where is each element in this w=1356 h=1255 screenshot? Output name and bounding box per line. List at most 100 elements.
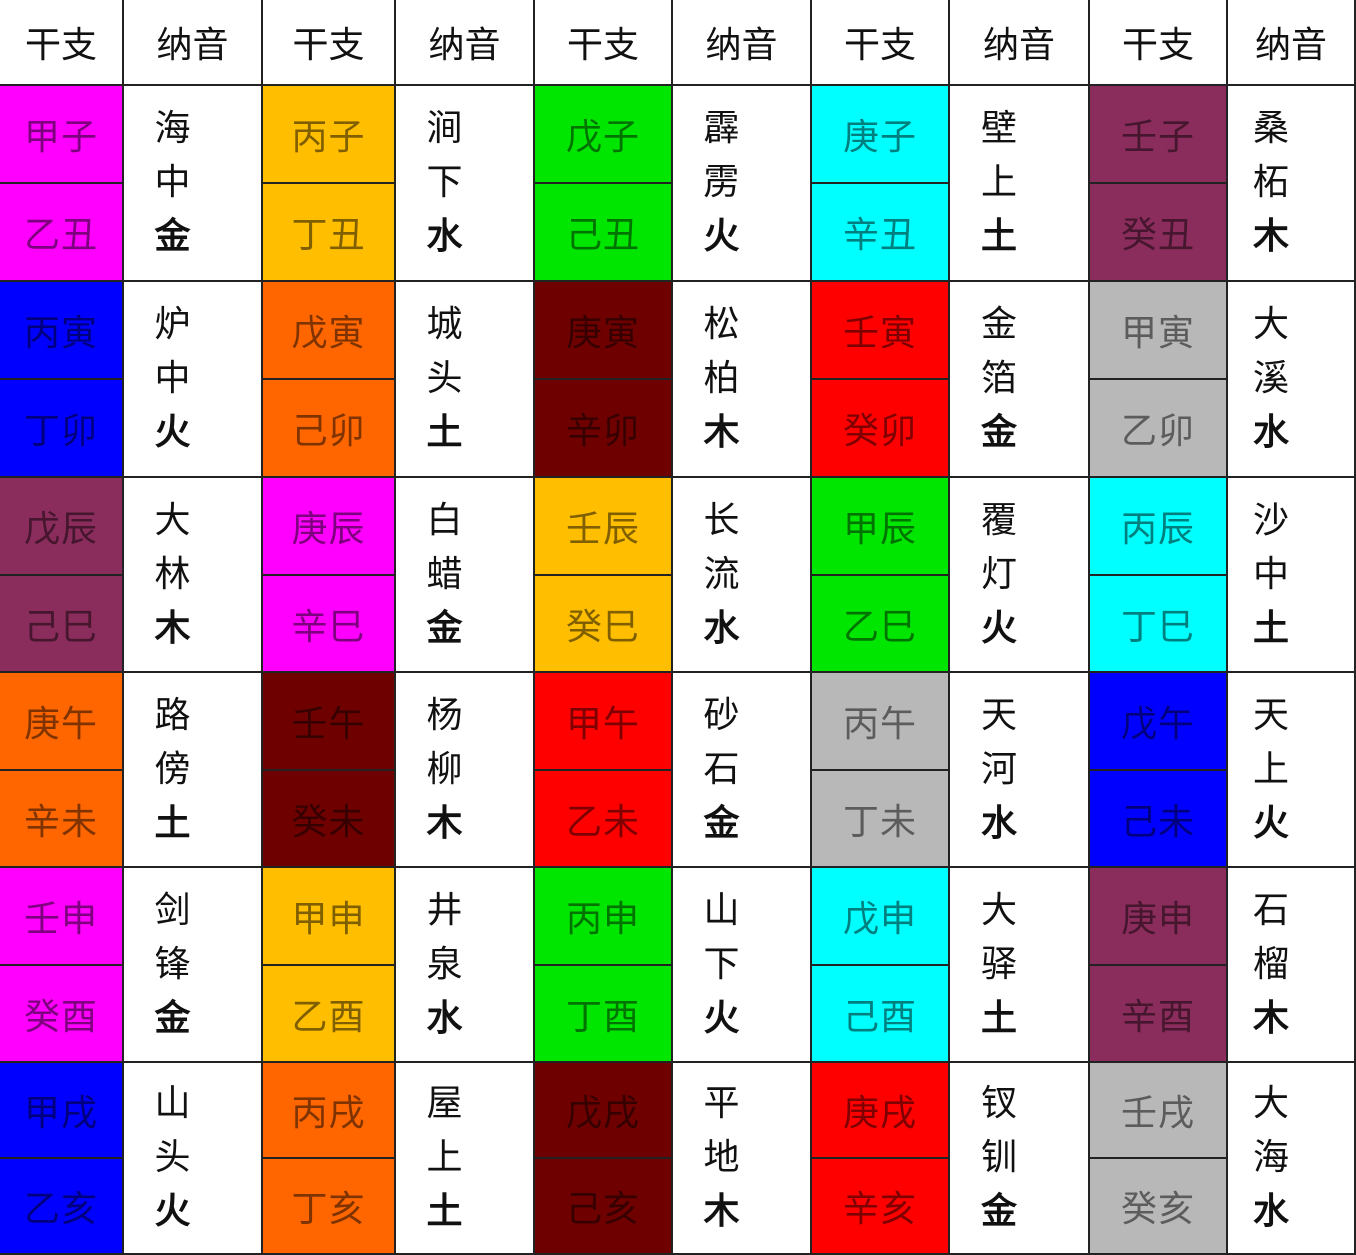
nayin-element: 木	[1252, 216, 1289, 257]
nayin-element: 火	[154, 1191, 191, 1232]
nayin-cell: 平地木	[673, 1063, 812, 1255]
ganzhi-cell: 壬子	[1090, 86, 1228, 184]
nayin-char: 海	[1252, 1137, 1289, 1178]
nayin-element: 火	[154, 412, 191, 453]
ganzhi-cell: 丙戌	[263, 1063, 396, 1159]
ganzhi-cell: 甲子	[0, 86, 124, 184]
ganzhi-cell: 庚申	[1090, 868, 1228, 966]
ganzhi-cell: 壬午	[263, 673, 396, 771]
ganzhi-cell: 乙亥	[0, 1159, 124, 1255]
ganzhi-cell: 庚子	[812, 86, 950, 184]
ganzhi-cell: 癸未	[263, 771, 396, 868]
ganzhi-cell: 己未	[1090, 771, 1228, 868]
nayin-cell: 路傍土	[124, 673, 263, 868]
nayin-element: 水	[703, 607, 740, 649]
nayin-element: 金	[980, 412, 1017, 453]
ganzhi-cell: 癸酉	[0, 966, 124, 1063]
nayin-cell: 钗钏金	[950, 1063, 1090, 1255]
ganzhi-cell: 甲寅	[1090, 282, 1228, 380]
nayin-char: 下	[426, 162, 463, 203]
nayin-cell: 桑柘木	[1228, 86, 1356, 282]
ganzhi-cell: 丁卯	[0, 380, 124, 478]
header-nayin: 纳音	[673, 0, 812, 86]
nayin-cell: 炉中火	[124, 282, 263, 478]
nayin-cell: 霹雳火	[673, 86, 812, 282]
ganzhi-cell: 戊午	[1090, 673, 1228, 771]
nayin-char: 箔	[980, 358, 1017, 399]
nayin-char: 钏	[980, 1137, 1017, 1178]
nayin-char: 大	[1252, 304, 1289, 345]
nayin-element: 水	[426, 997, 463, 1039]
nayin-element: 土	[980, 997, 1017, 1039]
ganzhi-cell: 癸卯	[812, 380, 950, 478]
ganzhi-cell: 戊寅	[263, 282, 396, 380]
nayin-char: 壁	[980, 108, 1017, 149]
nayin-element: 金	[980, 1191, 1017, 1232]
header-ganzhi: 干支	[263, 0, 396, 86]
header-ganzhi: 干支	[0, 0, 124, 86]
ganzhi-cell: 辛酉	[1090, 966, 1228, 1063]
ganzhi-cell: 庚寅	[535, 282, 673, 380]
nayin-element: 金	[426, 607, 463, 649]
nayin-cell: 屋上土	[396, 1063, 535, 1255]
nayin-element: 土	[154, 802, 191, 844]
nayin-cell: 长流水	[673, 478, 812, 673]
ganzhi-cell: 庚午	[0, 673, 124, 771]
header-nayin: 纳音	[1228, 0, 1356, 86]
ganzhi-cell: 辛丑	[812, 184, 950, 282]
nayin-char: 井	[426, 889, 463, 931]
ganzhi-cell: 丁亥	[263, 1159, 396, 1255]
ganzhi-cell: 甲戌	[0, 1063, 124, 1159]
nayin-element: 土	[980, 216, 1017, 257]
ganzhi-cell: 丁未	[812, 771, 950, 868]
ganzhi-cell: 戊子	[535, 86, 673, 184]
nayin-cell: 杨柳木	[396, 673, 535, 868]
ganzhi-cell: 甲午	[535, 673, 673, 771]
header-nayin: 纳音	[124, 0, 263, 86]
nayin-char: 桑	[1252, 108, 1289, 149]
nayin-char: 路	[154, 694, 191, 736]
nayin-char: 上	[980, 162, 1017, 203]
nayin-char: 炉	[154, 304, 191, 345]
ganzhi-cell: 乙酉	[263, 966, 396, 1063]
nayin-cell: 白蜡金	[396, 478, 535, 673]
ganzhi-cell: 丁巳	[1090, 576, 1228, 673]
nayin-element: 土	[1252, 607, 1289, 649]
nayin-char: 榴	[1252, 943, 1289, 985]
ganzhi-cell: 丙午	[812, 673, 950, 771]
nayin-cell: 井泉水	[396, 868, 535, 1063]
ganzhi-cell: 辛巳	[263, 576, 396, 673]
nayin-char: 沙	[1252, 499, 1289, 541]
nayin-element: 火	[1252, 802, 1289, 844]
ganzhi-cell: 己酉	[812, 966, 950, 1063]
nayin-cell: 沙中土	[1228, 478, 1356, 673]
nayin-char: 上	[426, 1137, 463, 1178]
nayin-char: 松	[703, 304, 740, 345]
ganzhi-cell: 戊申	[812, 868, 950, 966]
nayin-cell: 松柏木	[673, 282, 812, 478]
nayin-element: 木	[703, 1191, 740, 1232]
ganzhi-cell: 癸丑	[1090, 184, 1228, 282]
header-nayin: 纳音	[396, 0, 535, 86]
nayin-char: 灯	[980, 553, 1017, 595]
nayin-cell: 大溪水	[1228, 282, 1356, 478]
nayin-char: 大	[1252, 1083, 1289, 1124]
nayin-char: 长	[703, 499, 740, 541]
ganzhi-cell: 丙辰	[1090, 478, 1228, 576]
nayin-char: 中	[154, 162, 191, 203]
nayin-char: 傍	[154, 748, 191, 790]
nayin-cell: 剑锋金	[124, 868, 263, 1063]
nayin-cell: 天河水	[950, 673, 1090, 868]
nayin-cell: 涧下水	[396, 86, 535, 282]
nayin-char: 锋	[154, 943, 191, 985]
ganzhi-cell: 己巳	[0, 576, 124, 673]
ganzhi-cell: 丙子	[263, 86, 396, 184]
nayin-char: 涧	[426, 108, 463, 149]
nayin-element: 土	[426, 412, 463, 453]
nayin-element: 金	[154, 216, 191, 257]
nayin-element: 金	[154, 997, 191, 1039]
nayin-char: 雳	[703, 162, 740, 203]
nayin-cell: 山下火	[673, 868, 812, 1063]
nayin-char: 柘	[1252, 162, 1289, 203]
ganzhi-cell: 乙丑	[0, 184, 124, 282]
